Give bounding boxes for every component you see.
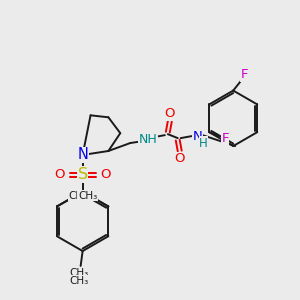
- Text: CH₃: CH₃: [69, 268, 88, 278]
- Text: F: F: [240, 68, 248, 81]
- Text: O: O: [55, 168, 65, 181]
- Text: O: O: [175, 152, 185, 165]
- Text: NH: NH: [139, 133, 158, 146]
- Text: N: N: [77, 148, 88, 163]
- Text: CH₃: CH₃: [69, 276, 88, 286]
- Text: N: N: [193, 130, 202, 142]
- Text: H: H: [199, 136, 208, 150]
- Text: O: O: [165, 107, 175, 120]
- Text: F: F: [221, 132, 229, 145]
- Text: S: S: [78, 167, 88, 182]
- Text: O: O: [100, 168, 111, 181]
- Text: CH₃: CH₃: [78, 190, 97, 201]
- Text: CH₃: CH₃: [68, 190, 87, 201]
